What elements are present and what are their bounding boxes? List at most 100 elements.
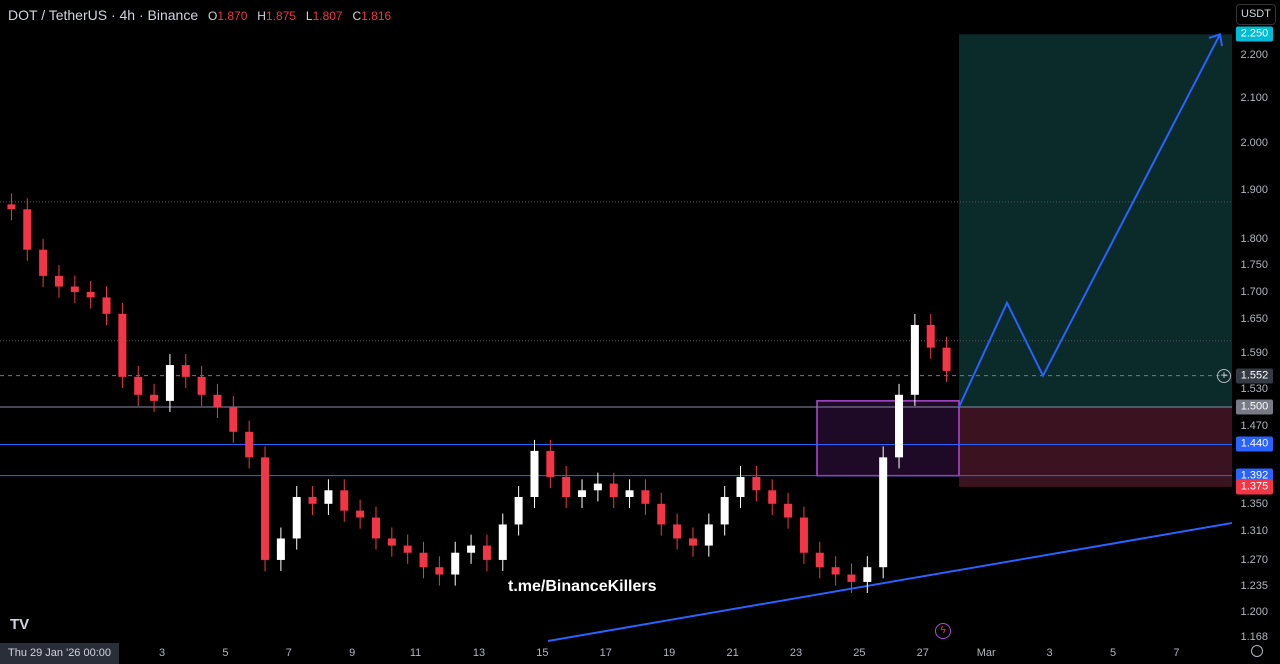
time-tick: 25 bbox=[853, 647, 866, 659]
candle-body bbox=[720, 497, 729, 525]
open-value: 1.870 bbox=[217, 9, 248, 23]
symbol-title[interactable]: DOT / TetherUS · 4h · Binance bbox=[8, 7, 199, 23]
candle-body bbox=[863, 567, 872, 582]
candle-body bbox=[514, 497, 523, 525]
candle-body bbox=[910, 324, 919, 395]
candle-body bbox=[197, 376, 206, 395]
close-value: 1.816 bbox=[361, 9, 392, 23]
candle-body bbox=[261, 457, 270, 560]
price-tick: 1.350 bbox=[1240, 497, 1268, 510]
candle-body bbox=[562, 476, 571, 498]
price-tick: 1.470 bbox=[1240, 419, 1268, 432]
candle-body bbox=[942, 347, 951, 371]
candle-body bbox=[356, 510, 365, 518]
tradingview-logo[interactable]: TV bbox=[10, 616, 30, 633]
open-label: O bbox=[208, 9, 218, 23]
time-tick: 7 bbox=[285, 647, 292, 659]
candle-body bbox=[229, 406, 238, 432]
symbol-legend: DOT / TetherUS · 4h · Binance O1.870 H1.… bbox=[8, 7, 391, 23]
time-tick: 21 bbox=[726, 647, 739, 659]
candle-body bbox=[435, 567, 444, 575]
candle-body bbox=[292, 497, 301, 539]
order-block-box bbox=[816, 400, 960, 477]
candle-body bbox=[387, 538, 396, 546]
time-tick: Mar bbox=[976, 647, 996, 659]
candle-body bbox=[213, 394, 222, 407]
candle-body bbox=[482, 545, 491, 560]
high-value: 1.875 bbox=[265, 9, 296, 23]
candle-body bbox=[419, 552, 428, 568]
low-value: 1.807 bbox=[312, 9, 343, 23]
time-tick: 3 bbox=[158, 647, 166, 659]
candle-body bbox=[704, 524, 713, 546]
price-tick: 1.650 bbox=[1240, 313, 1268, 326]
time-tick: 5 bbox=[222, 647, 229, 659]
candle-body bbox=[673, 524, 682, 539]
candle-body bbox=[688, 538, 697, 546]
candle-body bbox=[118, 313, 127, 377]
time-tick: 7 bbox=[1173, 647, 1180, 659]
candle-body bbox=[165, 365, 174, 401]
price-tag: 2.250 bbox=[1236, 26, 1273, 42]
candle-body bbox=[641, 490, 650, 504]
price-tick: 2.200 bbox=[1240, 49, 1268, 61]
candle-body bbox=[150, 394, 159, 401]
settings-icon[interactable] bbox=[1251, 645, 1263, 657]
price-tick: 1.750 bbox=[1240, 259, 1268, 272]
candle-body bbox=[593, 483, 602, 491]
candle-body bbox=[467, 545, 476, 553]
candle-body bbox=[831, 567, 840, 575]
candle-body bbox=[926, 324, 935, 348]
price-tick: 1.270 bbox=[1240, 553, 1268, 566]
lightning-icon[interactable]: ϟ bbox=[935, 623, 951, 639]
high-label: H bbox=[257, 9, 266, 23]
price-tick: 1.700 bbox=[1240, 285, 1268, 298]
price-tick: 1.235 bbox=[1240, 579, 1268, 592]
crosshair-time-label: Thu 29 Jan '26 00:00 bbox=[0, 643, 120, 664]
price-tick: 1.310 bbox=[1240, 525, 1268, 538]
close-label: C bbox=[352, 9, 362, 23]
candle-body bbox=[784, 503, 793, 518]
candle-body bbox=[54, 275, 63, 287]
candle-body bbox=[530, 450, 539, 498]
chart-canvas[interactable] bbox=[0, 0, 1232, 664]
price-tag: 1.552 bbox=[1236, 368, 1273, 384]
candle-body bbox=[245, 431, 254, 458]
candle-body bbox=[340, 490, 349, 511]
candle-body bbox=[7, 204, 16, 210]
candle-body bbox=[181, 365, 190, 377]
candle-body bbox=[625, 490, 634, 498]
watermark-text: t.me/BinanceKillers bbox=[508, 578, 657, 595]
trendline bbox=[547, 522, 1232, 642]
price-tick: 1.800 bbox=[1240, 233, 1268, 246]
time-tick: 27 bbox=[916, 647, 929, 659]
candle-body bbox=[752, 476, 761, 491]
time-tick: 13 bbox=[472, 647, 486, 659]
candle-body bbox=[403, 545, 412, 553]
candle-body bbox=[70, 286, 79, 292]
time-tick: 11 bbox=[409, 647, 422, 659]
price-tick: 1.200 bbox=[1240, 606, 1268, 619]
add-alert-icon[interactable]: + bbox=[1217, 369, 1231, 383]
candle-body bbox=[308, 497, 317, 504]
candle-body bbox=[498, 524, 507, 560]
time-tick: 15 bbox=[536, 647, 549, 659]
candle-body bbox=[23, 209, 32, 250]
candle-body bbox=[324, 490, 333, 504]
time-tick: 19 bbox=[663, 647, 676, 659]
candle-body bbox=[546, 450, 555, 477]
time-tick: 5 bbox=[1109, 647, 1117, 659]
candle-body bbox=[578, 490, 587, 498]
projection-path bbox=[958, 33, 1221, 408]
candle-body bbox=[86, 291, 95, 298]
candle-body bbox=[768, 490, 777, 504]
currency-selector[interactable]: USDT ⌄ bbox=[1236, 4, 1276, 39]
candle-body bbox=[847, 574, 856, 582]
time-tick: 9 bbox=[349, 647, 356, 659]
candle-body bbox=[815, 552, 824, 568]
price-tick: 1.590 bbox=[1240, 347, 1268, 360]
price-tag: 1.375 bbox=[1236, 479, 1273, 495]
candle-body bbox=[134, 376, 143, 395]
price-tick: 1.168 bbox=[1240, 630, 1268, 643]
candle-body bbox=[371, 517, 380, 539]
